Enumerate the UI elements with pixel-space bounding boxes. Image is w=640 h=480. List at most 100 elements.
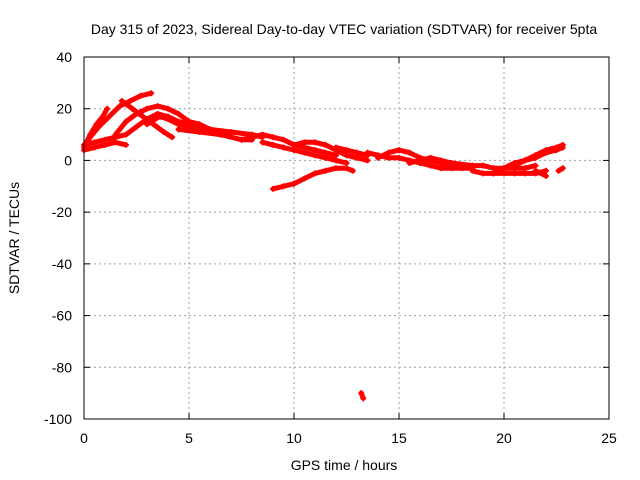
data-point <box>301 144 308 151</box>
data-point <box>559 141 566 148</box>
data-point <box>129 105 136 112</box>
data-point <box>543 147 549 154</box>
y-axis-label: SDTVAR / TECUs <box>6 182 22 294</box>
data-point <box>123 131 129 138</box>
data-point <box>427 162 434 169</box>
data-point <box>91 139 98 146</box>
data-point <box>333 165 339 172</box>
satellite-track-19 <box>533 168 549 179</box>
x-tick-label: 25 <box>601 430 617 446</box>
data-point <box>343 152 350 159</box>
data-point <box>175 126 182 133</box>
data-point <box>532 152 539 159</box>
data-point <box>95 123 102 130</box>
data-point <box>469 162 476 169</box>
data-point <box>123 118 129 125</box>
data-point <box>322 141 329 148</box>
data-point <box>417 157 423 164</box>
data-point <box>354 154 360 161</box>
y-tick-label: -20 <box>52 204 72 220</box>
data-point <box>144 121 150 128</box>
data-point <box>343 160 350 167</box>
data-point <box>169 134 176 141</box>
data-point <box>427 154 434 161</box>
data-point <box>312 139 318 146</box>
data-point <box>360 395 367 402</box>
data-point <box>532 167 539 174</box>
x-tick-label: 10 <box>286 430 302 446</box>
data-point <box>522 170 528 177</box>
satellite-track-8 <box>239 132 339 158</box>
axis-ticks: 0 5 10 15 20 25 -100 -80 -60 -40 -20 0 20 40 <box>44 49 617 446</box>
data-point <box>406 149 413 156</box>
data-point <box>144 105 150 112</box>
data-point <box>106 113 113 120</box>
data-point <box>301 139 308 146</box>
satellite-track-11 <box>333 145 370 158</box>
data-point <box>312 152 318 159</box>
data-point <box>522 165 528 172</box>
data-point <box>406 160 413 167</box>
data-point <box>375 154 381 161</box>
data-point <box>112 131 119 138</box>
data-point <box>270 134 276 141</box>
data-point <box>99 113 106 120</box>
data-point <box>333 144 339 151</box>
data-point <box>354 149 360 156</box>
data-point <box>133 123 140 130</box>
data-point <box>511 170 518 177</box>
data-point <box>438 165 444 172</box>
data-point <box>91 144 98 151</box>
data-point <box>438 157 444 164</box>
data-point <box>511 162 518 169</box>
data-point <box>448 160 455 167</box>
data-point <box>301 149 308 156</box>
data-point <box>280 136 287 143</box>
data-point <box>312 147 318 154</box>
data-point <box>102 141 108 148</box>
data-point <box>358 390 365 397</box>
data-point <box>238 136 245 143</box>
y-tick-label: -80 <box>52 359 72 375</box>
data-point <box>259 131 266 138</box>
plot-frame <box>83 56 610 420</box>
data-point <box>543 172 549 179</box>
data-point <box>116 103 123 110</box>
data-point <box>291 141 297 148</box>
data-point <box>559 165 566 172</box>
data-point <box>228 128 234 135</box>
data-point <box>148 90 155 97</box>
data-point <box>469 167 476 174</box>
x-tick-label: 15 <box>391 430 407 446</box>
data-point <box>343 147 350 154</box>
data-point <box>543 167 549 174</box>
x-tick-label: 0 <box>80 430 88 446</box>
data-point <box>196 128 203 135</box>
data-point <box>291 147 297 154</box>
data-point <box>312 170 318 177</box>
data-point <box>490 170 497 177</box>
data-point <box>385 154 392 161</box>
data-point <box>333 157 339 164</box>
data-point <box>85 136 92 143</box>
data-point <box>364 157 371 164</box>
data-point <box>160 128 167 135</box>
data-point <box>280 144 287 151</box>
data-point <box>175 110 182 117</box>
data-point <box>137 92 144 99</box>
data-point <box>301 175 308 182</box>
satellite-track-4 <box>113 103 213 138</box>
data-point <box>396 147 402 154</box>
y-tick-label: 40 <box>56 49 72 65</box>
data-point <box>343 165 350 172</box>
data-point <box>333 152 339 159</box>
data-point <box>385 149 392 156</box>
data-point <box>165 116 171 123</box>
data-point <box>555 167 562 174</box>
chart-title: Day 315 of 2023, Sidereal Day-to-day VTE… <box>91 21 598 37</box>
x-axis-label: GPS time / hours <box>291 457 398 473</box>
data-point <box>490 165 497 172</box>
data-point <box>291 180 297 187</box>
